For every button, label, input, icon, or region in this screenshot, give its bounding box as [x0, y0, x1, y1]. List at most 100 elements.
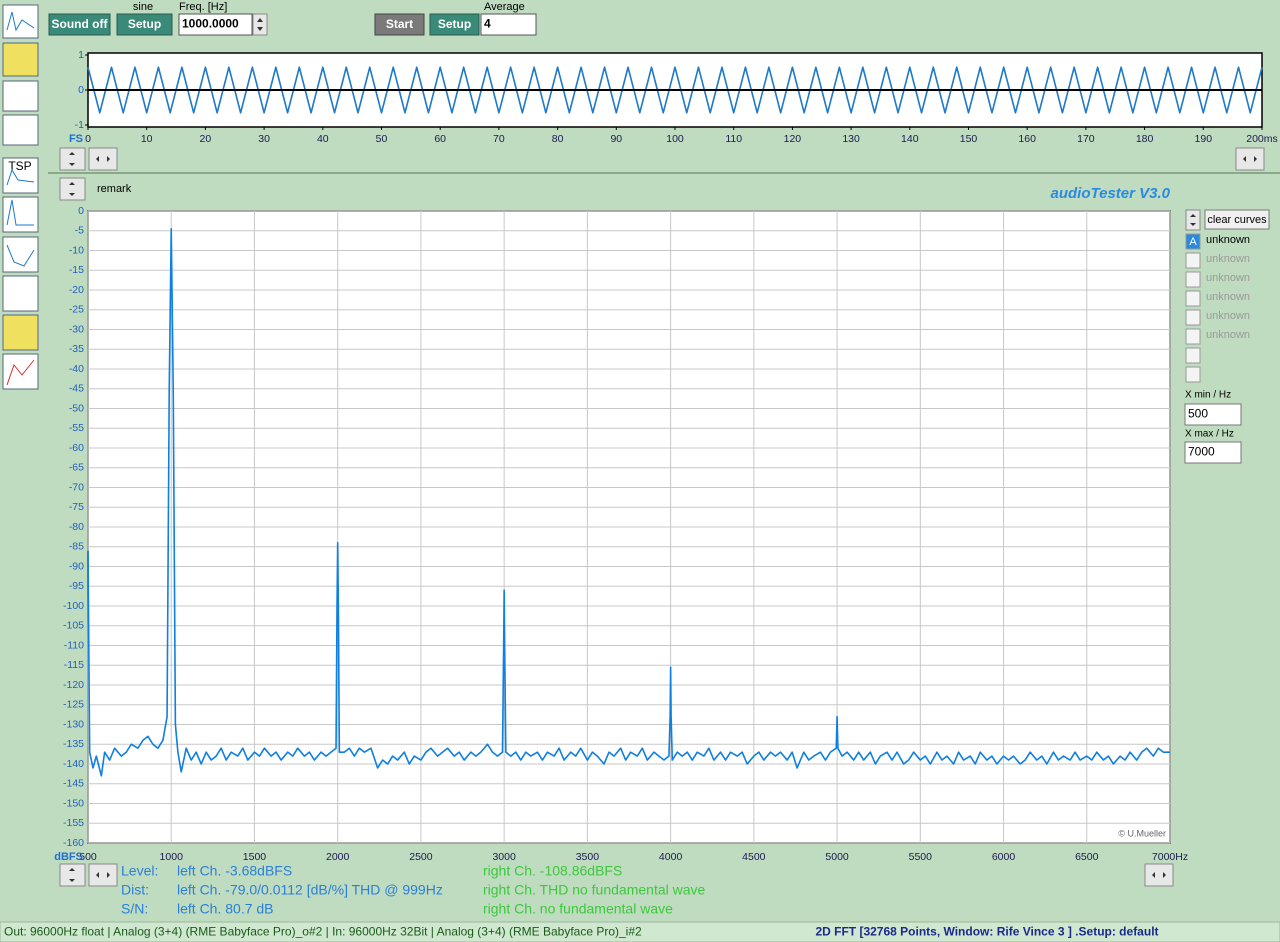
tool-icon[interactable]	[2, 275, 39, 312]
x-tick-label: 180	[1136, 133, 1154, 145]
readout-label: S/N:	[121, 901, 148, 917]
readout-left: left Ch. -79.0/0.0112 [dB/%] THD @ 999Hz	[177, 882, 443, 898]
y-tick-label: -45	[69, 383, 84, 395]
curve-checkbox[interactable]	[1185, 366, 1201, 383]
curve-checkbox[interactable]	[1185, 328, 1201, 345]
spin-up	[69, 868, 75, 871]
zoom-spinner[interactable]	[59, 147, 86, 171]
y-tick-label: -70	[69, 481, 84, 493]
curve-label: unknown	[1206, 253, 1250, 265]
x-tick-label: 200ms	[1246, 133, 1278, 145]
x-tick-label: 170	[1077, 133, 1095, 145]
setup-button[interactable]	[429, 13, 480, 36]
scroll-right	[1163, 872, 1166, 878]
y-tick-label: -65	[69, 462, 84, 474]
tool-icon[interactable]	[2, 314, 39, 351]
sound-button[interactable]	[48, 13, 111, 36]
tool-icon[interactable]	[2, 42, 39, 77]
zoom-spinner[interactable]	[59, 177, 86, 201]
setup-button-label: Setup	[438, 17, 471, 31]
x-tick-label: 80	[552, 133, 564, 145]
copyright: © U.Mueller	[1118, 828, 1166, 838]
scroll-left	[1152, 872, 1155, 878]
curve-checkbox[interactable]	[1185, 309, 1201, 326]
y-tick-label: -85	[69, 541, 84, 553]
y-tick-label: -50	[69, 402, 84, 414]
y-tick-label: -125	[63, 699, 84, 711]
y-tick-label: -5	[75, 225, 84, 237]
x-min-label: X min / Hz	[1185, 390, 1231, 401]
scroll-buttons[interactable]	[88, 147, 118, 171]
y-tick-label: -160	[63, 837, 84, 849]
tool-icon[interactable]	[2, 114, 39, 146]
curve-label: unknown	[1206, 272, 1250, 284]
x-min-input[interactable]	[1184, 403, 1242, 426]
readouts: Level: left Ch. -3.68dBFS right Ch. -108.8…	[121, 863, 706, 917]
app-title: audioTester V3.0	[1051, 185, 1171, 202]
freq-spinner[interactable]	[252, 13, 268, 36]
y-tick-label: -110	[64, 639, 84, 651]
x-tick-label: 90	[610, 133, 622, 145]
readout-left: left Ch. 80.7 dB	[177, 901, 274, 917]
y-axis-unit: dBFS	[54, 851, 83, 863]
curve-spinner[interactable]	[1185, 209, 1201, 231]
status-bar	[0, 921, 1280, 942]
y-tick-label: -55	[69, 422, 84, 434]
x-tick-label: 120	[784, 133, 802, 145]
x-max-input[interactable]	[1184, 441, 1242, 464]
readout-left: left Ch. -3.68dBFS	[177, 863, 292, 879]
y-tick-label: -95	[69, 580, 84, 592]
x-tick-label: 70	[493, 133, 505, 145]
tool-icon[interactable]	[2, 236, 39, 273]
tool-icon[interactable]	[2, 157, 39, 194]
x-tick-label: 6000	[992, 851, 1016, 863]
scroll-buttons[interactable]	[1235, 147, 1265, 171]
curve-checkbox[interactable]	[1185, 233, 1201, 250]
zoom-spinner[interactable]	[59, 863, 86, 887]
x-tick-label: 140	[901, 133, 919, 145]
curve-checkbox[interactable]	[1185, 290, 1201, 307]
tool-icon[interactable]	[2, 4, 39, 39]
curve-checkbox[interactable]	[1185, 271, 1201, 288]
y-tick-label: -75	[69, 501, 84, 513]
y-tick-label: -60	[69, 442, 84, 454]
x-tick-label: 5000	[825, 851, 849, 863]
readout-label: Dist:	[121, 882, 149, 898]
x-tick-label: 2000	[326, 851, 350, 863]
average-input[interactable]	[480, 13, 537, 36]
freq-label: Freq. [Hz]	[179, 1, 227, 13]
y-tick-label: -1	[75, 119, 84, 131]
y-tick-label: -10	[69, 244, 84, 256]
x-tick-label: 150	[960, 133, 978, 145]
signal-label: sine	[133, 1, 153, 13]
setup-button[interactable]	[116, 13, 173, 36]
y-tick-label: -155	[63, 817, 84, 829]
scroll-buttons[interactable]	[1144, 863, 1174, 887]
status-right: 2D FFT [32768 Points, Window: Rife Vince…	[815, 925, 1158, 939]
scroll-right	[1254, 156, 1257, 162]
clear-button[interactable]	[1204, 209, 1270, 230]
x-tick-label: 50	[376, 133, 388, 145]
average-label: Average	[484, 1, 525, 13]
y-tick-label: -120	[63, 679, 84, 691]
start-button[interactable]	[374, 13, 425, 36]
curve-checkbox[interactable]	[1185, 252, 1201, 269]
curve-checkbox[interactable]	[1185, 347, 1201, 364]
x-tick-label: 4500	[742, 851, 766, 863]
charts: 10-10 10 20 30 40 50 60 70 80 90 100 110 120 130 140 15…	[54, 49, 1277, 863]
spin-down	[69, 193, 75, 196]
x-tick-label: 30	[258, 133, 270, 145]
y-tick-label: -135	[63, 738, 84, 750]
tool-icon[interactable]	[2, 80, 39, 112]
spin-up	[1190, 214, 1196, 217]
spin-up	[257, 18, 263, 22]
freq-input[interactable]	[178, 13, 253, 36]
tool-icon[interactable]	[2, 353, 39, 390]
y-tick-label: -35	[69, 343, 84, 355]
y-tick-label: -40	[69, 363, 84, 375]
spin-down	[69, 879, 75, 882]
tool-icon[interactable]	[2, 196, 39, 233]
icon-glyph	[6, 359, 35, 386]
scroll-buttons[interactable]	[88, 863, 118, 887]
